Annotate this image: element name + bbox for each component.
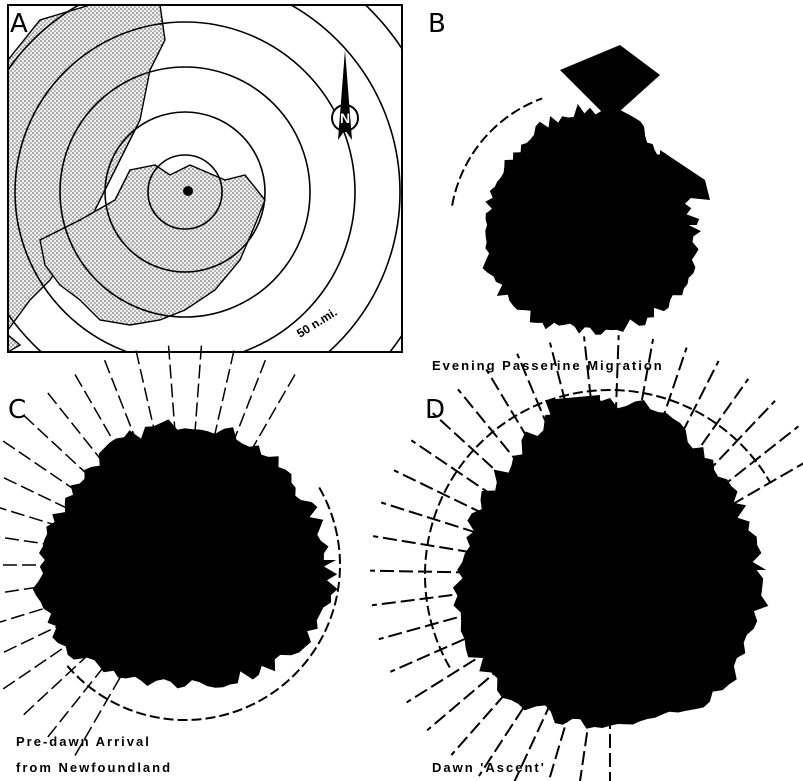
radial-streak [48, 393, 104, 463]
panel-b: B Evening Passerine Migration [428, 9, 710, 373]
radial-streak [105, 360, 138, 444]
echo-plume [560, 45, 660, 120]
radial-streak [381, 502, 476, 532]
radial-streak [250, 374, 295, 452]
caption: Dawn 'Ascent' [432, 760, 546, 775]
panel-label: D [425, 395, 445, 425]
radial-streak [195, 346, 202, 436]
figure: N 50 n.mi. A B Evening Passerine Migrati… [0, 0, 803, 781]
radial-streak [706, 401, 775, 474]
echo-blob [453, 398, 768, 729]
caption: Evening Passerine Migration [432, 358, 664, 373]
scale-label: 50 n.mi. [294, 305, 339, 341]
radial-streak [232, 360, 265, 444]
radial-streak [24, 415, 90, 476]
caption: Pre-dawn Arrival [16, 734, 151, 749]
panel-c: C Pre-dawn Arrival from Newfoundland [0, 346, 340, 775]
north-label: N [340, 110, 350, 126]
radial-streak [0, 500, 61, 527]
radial-streak [0, 470, 68, 509]
radial-streak [75, 374, 120, 452]
radial-streak [458, 389, 521, 466]
radial-streak [370, 571, 470, 573]
radial-streak [575, 714, 589, 781]
land [8, 335, 20, 352]
radial-streak [3, 441, 77, 492]
panel-d: D Dawn 'Ascent' [370, 335, 803, 781]
radial-streak [214, 351, 234, 439]
radial-streak [48, 667, 104, 737]
radial-streak [136, 351, 156, 439]
panel-a: N 50 n.mi. A [0, 0, 445, 452]
north-arrow: N [332, 50, 358, 140]
radial-streak [24, 653, 90, 714]
radial-streak [373, 536, 472, 552]
panel-label: A [10, 9, 28, 39]
echo-blob [483, 104, 701, 335]
radial-streak [3, 638, 77, 689]
radial-streak [427, 666, 503, 731]
echo-blob [33, 419, 338, 688]
radial-streak [379, 612, 475, 639]
panel-label: B [428, 9, 446, 39]
radial-streak [394, 470, 484, 514]
caption: from Newfoundland [16, 760, 172, 775]
radial-streak [731, 455, 803, 505]
map [0, 0, 445, 452]
radar-site [183, 186, 193, 196]
panel-label: C [8, 395, 26, 425]
radial-streak [411, 440, 494, 496]
